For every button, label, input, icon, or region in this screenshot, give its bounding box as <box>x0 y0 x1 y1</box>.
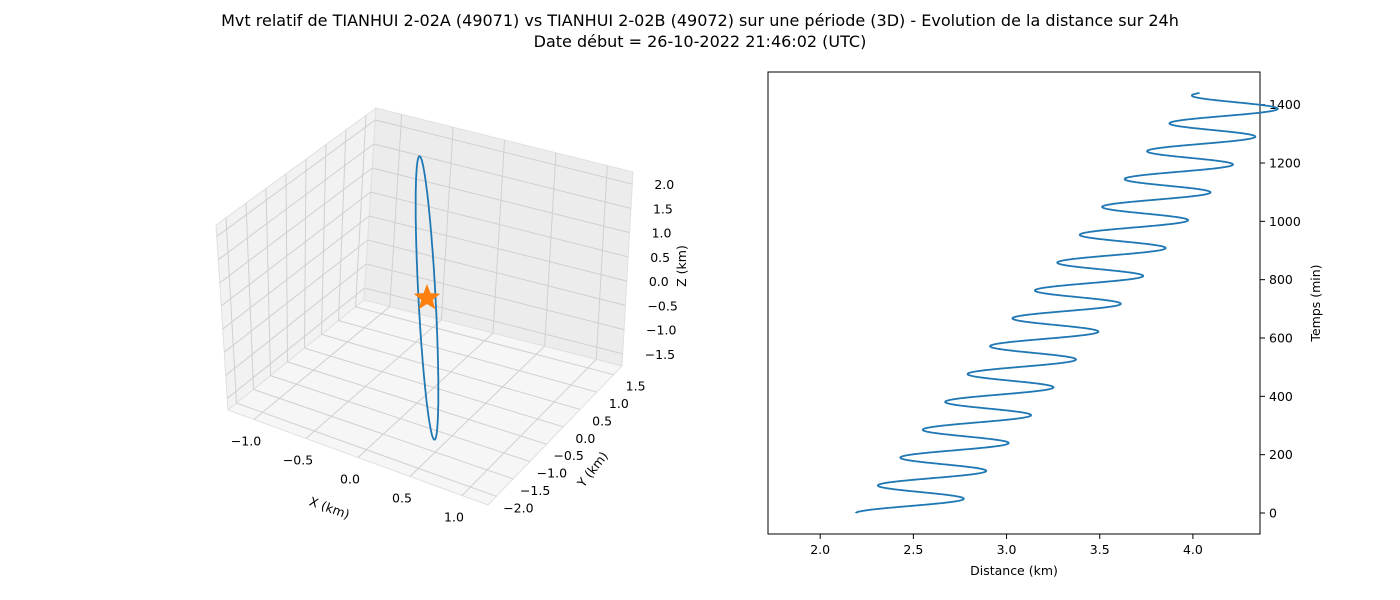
chart-3d-zlabel: Z (km) <box>674 245 689 287</box>
chart-3d-z-tick-label: 2.0 <box>654 177 674 192</box>
grid-line-x <box>461 359 597 496</box>
grid-line-x <box>253 306 391 420</box>
chart-3d-y-tick-label: −0.5 <box>553 448 583 463</box>
chart-2d-xlabel: Distance (km) <box>970 563 1058 578</box>
grid-line-z-right <box>373 143 632 209</box>
chart-3d-x-tick-label: −0.5 <box>283 453 313 468</box>
grid-line-y-vertical <box>355 115 367 307</box>
chart-3d-y-tick-label: 1.5 <box>626 379 646 394</box>
chart-3d-x-tick-label: −1.0 <box>231 434 261 449</box>
grid-line-y <box>287 361 547 445</box>
chart-2d-y-tick-label: 1200 <box>1269 156 1301 171</box>
figure-title-line2: Date début = 26-10-2022 21:46:02 (UTC) <box>534 32 867 51</box>
chart-2d-y-tick-label: 800 <box>1269 272 1293 287</box>
grid-line-z-left <box>220 191 372 307</box>
chart-2d-x-tick-label: 4.0 <box>1183 542 1203 557</box>
chart-3d: −1.0 −0.5 0.0 0.5 1.0 −2.0 −1.5 −1.0 −0.5 0.0 0.5 1… <box>215 106 689 525</box>
grid-line-z-right <box>372 167 630 234</box>
grid-line-x-vertical <box>544 152 557 347</box>
grid-line-y-vertical <box>304 159 307 349</box>
chart-2d-y-tick-label: 1000 <box>1269 214 1301 229</box>
chart-3d-z-tick-label: −1.0 <box>646 323 676 338</box>
chart-3d-x-tick-label: 1.0 <box>444 510 464 525</box>
grid-line-y <box>321 333 581 410</box>
grid-line-z-right <box>369 215 627 282</box>
figure-title-line1: Mvt relatif de TIANHUI 2-02A (49071) vs … <box>221 11 1179 30</box>
chart-2d-x-tick-label: 2.0 <box>810 542 830 557</box>
chart-3d-xlabel: X (km) <box>307 494 351 522</box>
grid-line-z-left <box>225 263 367 376</box>
chart-2d-frame <box>767 71 1261 535</box>
grid-line-z-right <box>367 239 626 306</box>
chart-2d-x-tick-label: 2.5 <box>903 542 923 557</box>
chart-2d-distance-line <box>854 92 1279 514</box>
grid-line-z-right <box>375 119 633 185</box>
grid-line-z-left <box>219 167 373 284</box>
grid-line-z-left <box>216 119 376 237</box>
chart-3d-y-tick-label: 0.5 <box>592 413 612 428</box>
chart-3d-y-tick-label: 1.0 <box>609 396 629 411</box>
chart-3d-star-marker <box>413 284 441 310</box>
chart-3d-x-tick-label: 0.5 <box>392 491 412 506</box>
grid-line-z-left <box>217 143 375 261</box>
grid-line-z-left <box>226 287 366 399</box>
chart-3d-grid <box>216 114 633 497</box>
grid-line-y <box>338 320 598 393</box>
grid-line-y-vertical <box>265 188 271 376</box>
chart-3d-z-tick-label: 0.5 <box>650 250 670 265</box>
grid-line-x-vertical <box>595 165 608 360</box>
chart-2d-x-tick-label: 3.5 <box>1090 542 1110 557</box>
grid-line-x-vertical <box>492 139 505 334</box>
grid-line-y-vertical <box>321 144 327 335</box>
chart-3d-y-tick-label: −1.0 <box>537 466 567 481</box>
chart-2d-x-tick-label: 3.0 <box>997 542 1017 557</box>
grid-line-y-vertical <box>338 129 347 321</box>
grid-line-z-right <box>364 287 623 355</box>
grid-line-z-left <box>223 239 369 353</box>
grid-line-y-vertical <box>285 173 288 362</box>
grid-line-x-vertical <box>440 127 454 320</box>
chart-2d: 2.0 2.5 3.0 3.5 4.0 020040060080010001200140… <box>767 71 1323 578</box>
chart-2d-y-tick-label: 200 <box>1269 447 1293 462</box>
grid-line-y-vertical <box>225 217 237 404</box>
grid-line-y <box>304 347 564 428</box>
chart-3d-z-tick-label: 1.5 <box>653 201 673 216</box>
chart-3d-z-tick-label: −1.5 <box>645 347 675 362</box>
grid-line-y <box>236 402 497 497</box>
chart-3d-x-tick-label: 0.0 <box>340 472 360 487</box>
chart-3d-z-tick-label: 1.0 <box>652 226 672 241</box>
chart-3d-y-tick-label: 0.0 <box>575 431 595 446</box>
chart-2d-x-ticks: 2.0 2.5 3.0 3.5 4.0 <box>810 534 1203 557</box>
grid-line-y-vertical <box>245 203 254 390</box>
chart-3d-panes <box>215 106 634 506</box>
chart-2d-ylabel: Temps (min) <box>1308 264 1323 342</box>
grid-line-x <box>409 345 545 477</box>
grid-line-z-right <box>366 263 625 331</box>
chart-2d-y-tick-label: 600 <box>1269 331 1293 346</box>
chart-3d-y-tick-label: −2.0 <box>503 500 533 515</box>
chart-3d-z-tick-label: −0.5 <box>647 298 677 313</box>
grid-line-x-vertical <box>389 114 403 307</box>
grid-line-z-right <box>370 191 629 258</box>
grid-line-z-left <box>222 215 370 330</box>
chart-2d-y-tick-label: 0 <box>1269 506 1277 521</box>
chart-3d-z-tick-label: 0.0 <box>649 274 669 289</box>
grid-line-y <box>270 375 531 463</box>
grid-line-y <box>253 388 514 480</box>
chart-3d-orbit-line <box>414 155 440 441</box>
grid-line-y <box>355 306 614 376</box>
chart-3d-y-tick-label: −1.5 <box>520 483 550 498</box>
grid-line-x <box>305 319 442 439</box>
chart-2d-y-tick-label: 400 <box>1269 389 1293 404</box>
chart-3d-ticks: −1.0 −0.5 0.0 0.5 1.0 −2.0 −1.5 −1.0 −0.5 0.0 0.5 1… <box>231 177 678 524</box>
